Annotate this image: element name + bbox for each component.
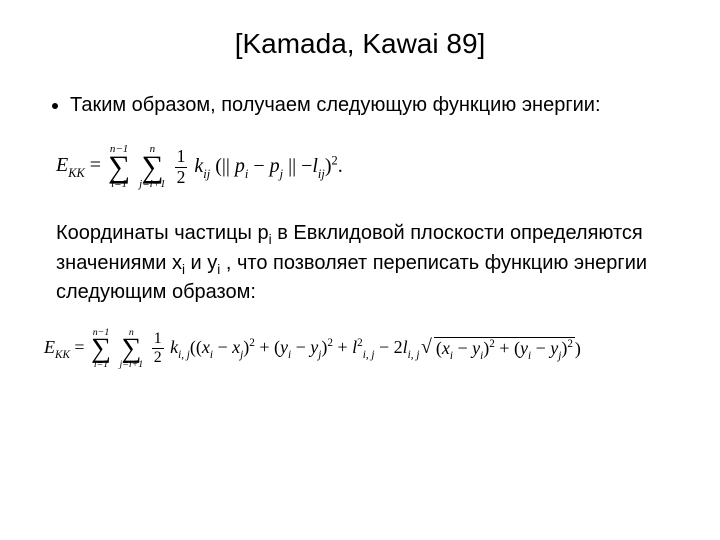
paragraph: Координаты частицы pi в Евклидовой плоск… [56,220,662,306]
bullet-text: Таким образом, получаем следующую функци… [70,92,682,118]
equation-2: EKK = n−1 ∑ i=1 n ∑ j=i+1 1 2 ki, j((xi … [44,328,682,370]
intro-bullet: Таким образом, получаем следующую функци… [46,92,682,118]
page-title: [Kamada, Kawai 89] [38,28,682,60]
equation-1: EKK = n−1 ∑ i=1 n ∑ j=i+1 1 2 kij (|| pi… [56,144,682,190]
